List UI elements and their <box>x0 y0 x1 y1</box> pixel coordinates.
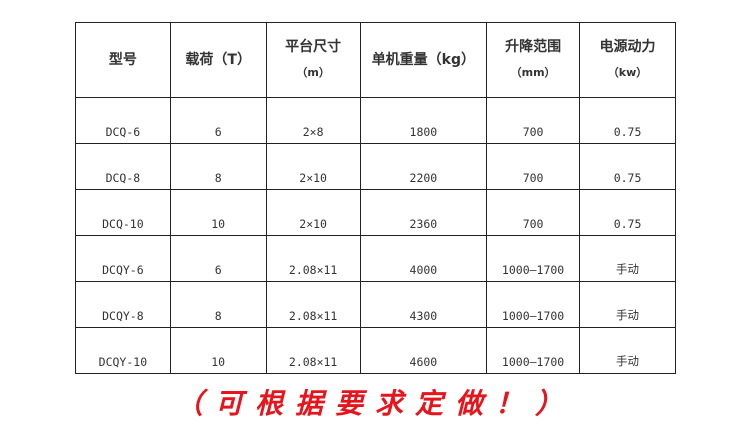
header-unit: （m） <box>296 66 330 79</box>
custom-order-note: （可根据要求定做！） <box>174 387 575 420</box>
table-cell: 手动 <box>579 235 676 282</box>
table-cell: 2200 <box>359 143 488 190</box>
table-cell: 4300 <box>359 281 488 328</box>
header-label: 单机重量（kg） <box>371 52 476 68</box>
table-cell: 0.75 <box>579 97 676 144</box>
table-cell: DCQY-10 <box>75 327 171 374</box>
column-header: 电源动力 （kw） <box>579 22 676 98</box>
table-cell: 1000—1700 <box>486 327 581 374</box>
table-cell: 2.08×11 <box>265 235 361 282</box>
header-label: 型号 <box>108 52 137 68</box>
table-cell: 700 <box>486 189 581 236</box>
table-cell: 2360 <box>359 189 488 236</box>
table-row: DCQY-10 10 2.08×11 4600 1000—1700 手动 <box>75 327 676 374</box>
table-row: DCQY-6 6 2.08×11 4000 1000—1700 手动 <box>75 235 676 282</box>
spec-table: 型号 载荷（T） 平台尺寸 （m） 单机重量（kg） 升降范围 （mm） 电源动力 （kw） D… <box>75 22 676 374</box>
header-unit: （kw） <box>607 66 648 79</box>
header-label: 平台尺寸 <box>285 39 342 55</box>
table-cell: DCQY-6 <box>75 235 171 282</box>
table-cell: DCQ-8 <box>75 143 171 190</box>
table-cell: 2×10 <box>265 189 361 236</box>
table-cell: 6 <box>169 97 267 144</box>
table-cell: 2.08×11 <box>265 281 361 328</box>
table-row: DCQ-8 8 2×10 2200 700 0.75 <box>75 143 676 190</box>
header-label: 电源动力 <box>599 39 656 55</box>
column-header: 单机重量（kg） <box>359 22 488 98</box>
column-header: 型号 <box>75 22 171 98</box>
table-cell: 1000—1700 <box>486 281 581 328</box>
table-cell: 10 <box>169 327 267 374</box>
table-cell: 1000—1700 <box>486 235 581 282</box>
table-cell: 0.75 <box>579 143 676 190</box>
table-cell: 8 <box>169 281 267 328</box>
table-cell: 手动 <box>579 327 676 374</box>
table-cell: DCQ-10 <box>75 189 171 236</box>
table-cell: 2×10 <box>265 143 361 190</box>
table-cell: DCQ-6 <box>75 97 171 144</box>
table-row: DCQY-8 8 2.08×11 4300 1000—1700 手动 <box>75 281 676 328</box>
table-cell: 10 <box>169 189 267 236</box>
table-cell: 手动 <box>579 281 676 328</box>
table-cell: 0.75 <box>579 189 676 236</box>
table-row: DCQ-6 6 2×8 1800 700 0.75 <box>75 97 676 144</box>
table-cell: DCQY-8 <box>75 281 171 328</box>
table-cell: 4000 <box>359 235 488 282</box>
table-cell: 700 <box>486 143 581 190</box>
column-header: 载荷（T） <box>169 22 267 98</box>
header-label: 升降范围 <box>505 39 562 55</box>
table-cell: 2.08×11 <box>265 327 361 374</box>
header-row: 型号 载荷（T） 平台尺寸 （m） 单机重量（kg） 升降范围 （mm） 电源动力 （kw） <box>75 22 676 98</box>
table-cell: 6 <box>169 235 267 282</box>
table-cell: 700 <box>486 97 581 144</box>
table-cell: 4600 <box>359 327 488 374</box>
table-row: DCQ-10 10 2×10 2360 700 0.75 <box>75 189 676 236</box>
header-label: 载荷（T） <box>185 52 251 68</box>
table-cell: 8 <box>169 143 267 190</box>
table-cell: 2×8 <box>265 97 361 144</box>
column-header: 平台尺寸 （m） <box>265 22 361 98</box>
header-unit: （mm） <box>510 66 556 79</box>
table-cell: 1800 <box>359 97 488 144</box>
column-header: 升降范围 （mm） <box>486 22 581 98</box>
